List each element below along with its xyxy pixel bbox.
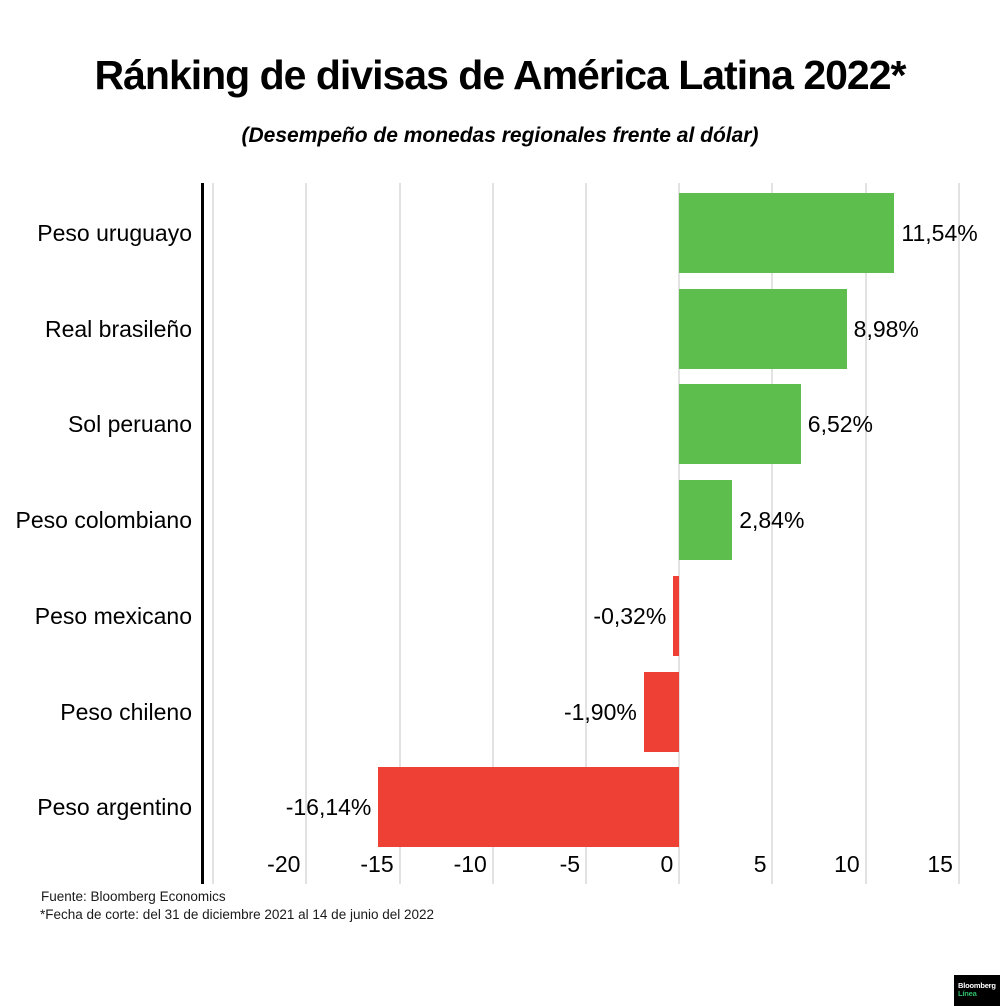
source-text: Fuente: Bloomberg Economics — [41, 889, 226, 904]
gridline — [305, 183, 308, 884]
x-tick-label: -15 — [360, 851, 394, 877]
y-axis-line — [201, 183, 204, 884]
bar-peso-uruguayo — [679, 193, 895, 273]
bar-real-brasile-o — [679, 288, 847, 369]
x-tick-label: -20 — [267, 851, 301, 877]
x-tick-label: 5 — [753, 851, 767, 877]
category-label: Peso chileno — [60, 698, 192, 725]
value-label: -1,90% — [563, 698, 637, 725]
gridline — [398, 183, 401, 884]
x-tick-label: 0 — [660, 851, 674, 877]
page-title: Ránking de divisas de América Latina 202… — [94, 52, 906, 98]
category-label: Peso mexicano — [34, 602, 192, 629]
category-label: Peso uruguayo — [37, 220, 192, 246]
footnote-text: *Fecha de corte: del 31 de diciembre 202… — [40, 907, 435, 922]
value-label: -0,32% — [593, 602, 667, 629]
chart-subtitle: (Desempeño de monedas regionales frente … — [241, 124, 759, 147]
gridline — [957, 183, 960, 884]
value-label: -16,14% — [285, 794, 372, 821]
category-label: Peso argentino — [37, 794, 192, 821]
logo-bloomberg-text: Bloomberg — [958, 981, 996, 990]
value-label: 8,98% — [853, 315, 919, 342]
gridline — [491, 183, 494, 884]
gridline — [585, 183, 588, 884]
bar-chart: Peso uruguayo 11,54% Real brasileño 8,98% So… — [0, 183, 1000, 886]
bar-peso-argentino — [378, 767, 680, 848]
value-label: 11,54% — [901, 220, 978, 246]
bloomberg-linea-logo: Bloomberg Línea — [954, 975, 1000, 1006]
gridline — [771, 183, 774, 884]
bar-sol-peruano — [679, 384, 801, 465]
category-label: Peso colombiano — [15, 507, 192, 534]
x-tick-label: -5 — [559, 851, 581, 877]
bar-peso-colombiano — [679, 480, 733, 561]
bar-peso-mexicano — [673, 575, 680, 656]
x-tick-label: 15 — [927, 851, 953, 877]
x-tick-label: -10 — [453, 851, 487, 877]
logo-linea-text: Línea — [958, 989, 977, 998]
category-label: Sol peruano — [67, 411, 192, 438]
category-label: Real brasileño — [44, 315, 192, 342]
gridline — [212, 183, 215, 884]
gridline — [864, 183, 867, 884]
bar-peso-chileno — [643, 671, 680, 752]
value-label: 6,52% — [807, 411, 874, 438]
x-tick-label: 10 — [834, 851, 860, 877]
value-label: 2,84% — [739, 507, 805, 534]
